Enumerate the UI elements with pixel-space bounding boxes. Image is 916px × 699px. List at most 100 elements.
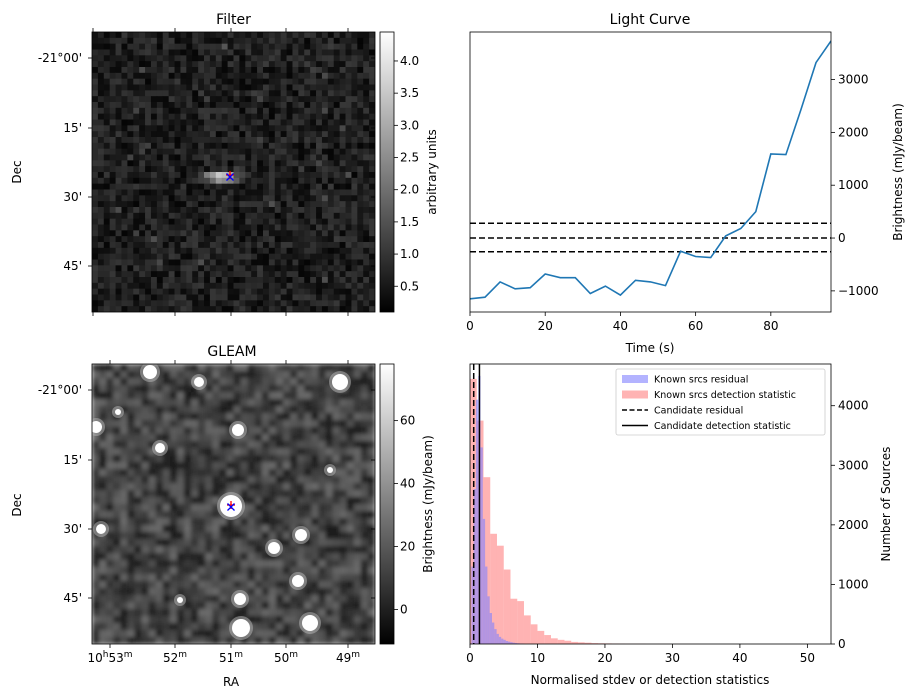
histogram-residual-bar bbox=[475, 399, 479, 644]
histogram-xtick-label: 40 bbox=[732, 651, 747, 665]
histogram-detection-bar bbox=[571, 641, 578, 644]
lightcurve-xtick-label: 60 bbox=[688, 319, 703, 333]
histogram-residual-bar bbox=[482, 518, 486, 644]
histogram-detection-bar bbox=[577, 642, 585, 644]
legend-swatch bbox=[622, 390, 648, 399]
gleam-title: GLEAM bbox=[207, 344, 256, 360]
gleam-xtick-label: 10h53m bbox=[87, 650, 132, 665]
histogram-legend-box bbox=[615, 368, 826, 436]
gleam-cbar-tick-label: 60 bbox=[400, 414, 415, 428]
filter-cbar-tick-label: 3.5 bbox=[400, 86, 419, 100]
legend-label: Candidate detection statistic bbox=[654, 421, 791, 432]
histogram-frame bbox=[469, 363, 832, 645]
gleam-source bbox=[292, 575, 304, 587]
gleam-ylabel: Dec bbox=[10, 493, 24, 516]
histogram-detection-bar bbox=[584, 642, 592, 644]
lightcurve-ytick-label: −1000 bbox=[838, 284, 879, 298]
lightcurve-ytick-label: 0 bbox=[838, 231, 846, 245]
gleam-ytick-label: 30' bbox=[63, 522, 82, 536]
lightcurve-xtick-label: 0 bbox=[466, 319, 474, 333]
histogram-residual-bar bbox=[494, 629, 497, 644]
histogram-legend-item: Known srcs detection statistic bbox=[622, 390, 796, 401]
histogram-legend-item: Known srcs residual bbox=[622, 375, 748, 386]
gleam-source bbox=[194, 377, 204, 387]
lightcurve-plot-area bbox=[470, 32, 831, 312]
histogram-residual-bar bbox=[510, 642, 513, 644]
gleam-image bbox=[92, 364, 375, 644]
histogram-ytick-label: 2000 bbox=[838, 518, 869, 532]
gleam-colorbar-ticks: 0 20 40 60 bbox=[394, 414, 415, 616]
lightcurve-panel: Light Curve 0 20 40 60 80 −1000 0 1000 2000 3000… bbox=[466, 12, 905, 355]
gleam-colorbar-label: Brightness (mJy/beam) bbox=[421, 435, 435, 573]
histogram-residual-bar bbox=[496, 633, 499, 644]
legend-label: Known srcs residual bbox=[654, 375, 748, 386]
lightcurve-xtick-label: 40 bbox=[613, 319, 628, 333]
histogram-ytick-label: 1000 bbox=[838, 577, 869, 591]
gleam-xtick-label: 50m bbox=[274, 650, 298, 665]
lightcurve-xtick-label: 20 bbox=[538, 319, 553, 333]
gleam-cbar-tick-label: 40 bbox=[400, 477, 415, 491]
gleam-source bbox=[143, 365, 157, 379]
filter-colorbar-label: arbitrary units bbox=[425, 129, 439, 215]
histogram-residual-bar bbox=[514, 643, 518, 644]
filter-ylabel: Dec bbox=[10, 160, 24, 183]
gleam-marker-cross bbox=[227, 503, 235, 511]
lightcurve-ytick-label: 2000 bbox=[838, 125, 869, 139]
histogram-residual-bar bbox=[485, 566, 488, 644]
filter-marker-cross bbox=[226, 173, 234, 181]
gleam-markers bbox=[227, 501, 235, 511]
histogram-detection-bar bbox=[537, 630, 545, 644]
filter-frame bbox=[91, 31, 376, 313]
lightcurve-frame bbox=[469, 31, 832, 313]
histogram-detection-bar bbox=[503, 569, 511, 644]
histogram-residual-bar bbox=[508, 641, 511, 644]
filter-cbar-tick-label: 1.0 bbox=[400, 247, 419, 261]
histogram-residual-bar bbox=[480, 447, 483, 644]
histogram-residual-bar bbox=[489, 613, 492, 644]
filter-cbar-tick-label: 4.0 bbox=[400, 54, 419, 68]
gleam-source bbox=[92, 421, 102, 433]
histogram-residual-bar bbox=[501, 638, 504, 644]
histogram-xtick-label: 30 bbox=[665, 651, 680, 665]
lightcurve-title: Light Curve bbox=[610, 12, 691, 28]
histogram-detection-bar bbox=[483, 477, 491, 644]
histogram-detection-bar bbox=[544, 635, 551, 644]
gleam-source bbox=[232, 619, 250, 637]
histogram-detection-bar bbox=[591, 643, 599, 644]
histogram-residual-bar bbox=[492, 622, 495, 644]
histogram-detection-bar bbox=[490, 533, 497, 644]
histogram-xtick-label: 10 bbox=[530, 651, 545, 665]
gleam-source bbox=[96, 524, 106, 534]
gleam-cbar-tick-label: 20 bbox=[400, 539, 415, 553]
gleam-sources bbox=[92, 364, 351, 640]
lightcurve-ytick-label: 3000 bbox=[838, 73, 869, 87]
filter-y-ticks: -21°00' 15' 30' 45' bbox=[38, 51, 375, 273]
legend-label: Candidate residual bbox=[654, 406, 743, 417]
gleam-source bbox=[302, 615, 318, 631]
filter-top-ticks bbox=[92, 28, 349, 316]
gleam-source bbox=[268, 542, 280, 554]
gleam-source bbox=[327, 467, 333, 473]
gleam-y-ticks: -21°00' 15' 30' 45' bbox=[38, 383, 375, 605]
filter-colorbar-ticks: 0.5 1.0 1.5 2.0 2.5 3.0 3.5 4.0 bbox=[394, 54, 419, 293]
histogram-detection-bar bbox=[557, 639, 565, 644]
gleam-ytick-label: 15' bbox=[63, 453, 82, 467]
gleam-source bbox=[332, 374, 348, 390]
gleam-source bbox=[177, 597, 183, 603]
histogram-detection-bar bbox=[510, 598, 518, 644]
histogram-xtick-label: 20 bbox=[597, 651, 612, 665]
histogram-detection-bar bbox=[564, 640, 572, 644]
gleam-xtick-label: 52m bbox=[163, 650, 187, 665]
histogram-xtick-label: 0 bbox=[466, 651, 474, 665]
gleam-ytick-label: 45' bbox=[63, 591, 82, 605]
filter-ytick-label: 15' bbox=[63, 121, 82, 135]
histogram-detection-bar bbox=[517, 601, 524, 644]
histogram-residual-bar bbox=[505, 641, 509, 644]
gleam-xtick-label: 51m bbox=[219, 650, 243, 665]
filter-ytick-label: 45' bbox=[63, 259, 82, 273]
filter-panel: Filter -21°00' 15' 30' 45' Dec 0.5 1.0 1.5 2.0… bbox=[10, 12, 439, 316]
filter-cbar-tick-label: 1.5 bbox=[400, 215, 419, 229]
histogram-detection-bar bbox=[523, 615, 531, 644]
lightcurve-x-ticks: 0 20 40 60 80 bbox=[466, 312, 778, 333]
